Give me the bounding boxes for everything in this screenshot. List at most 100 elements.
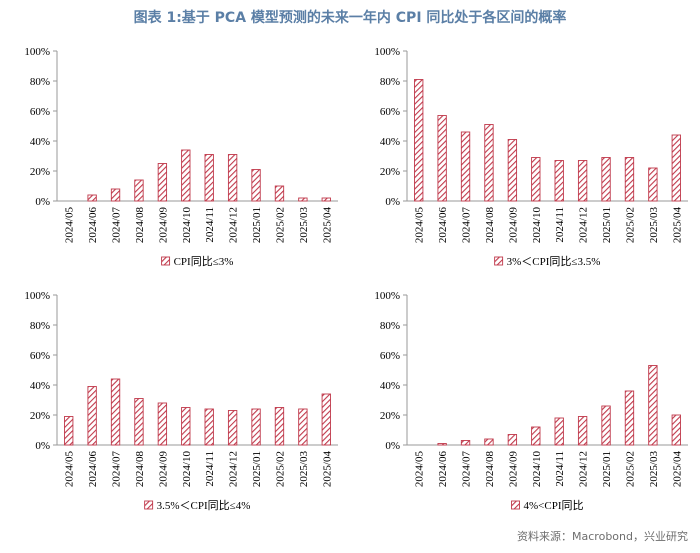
bar-2024-08 (484, 438, 494, 446)
x-tick-label: 2024/08 (484, 207, 496, 244)
x-tick-label: 2025/03 (298, 207, 310, 244)
legend-label: CPI同比≤3% (174, 255, 234, 268)
x-tick-label: 2025/01 (251, 207, 263, 243)
bar-2024-08 (484, 124, 494, 202)
bar-2025-01 (251, 408, 261, 446)
bar-2025-03 (648, 365, 658, 446)
source-note: 资料来源：Macrobond，兴业研究 (517, 530, 688, 543)
x-tick-label: 2025/01 (251, 451, 263, 487)
x-tick-label: 2024/11 (554, 207, 566, 243)
x-tick-label: 2024/08 (134, 451, 146, 488)
x-tick-label: 2024/12 (228, 451, 240, 487)
x-tick-label: 2024/09 (157, 451, 169, 488)
x-tick-label: 2025/03 (298, 451, 310, 488)
y-tick-label: 80% (30, 76, 50, 88)
bar-2024-07 (110, 378, 121, 446)
bar-2025-03 (648, 167, 658, 202)
bar-2024-06 (437, 115, 447, 202)
bar-2024-06 (87, 194, 97, 202)
x-tick-label: 2024/10 (531, 451, 543, 488)
y-tick-label: 60% (30, 106, 50, 118)
chart-panel-cpi-3.5-to-4: 0% 20% 40% 60% 80% 100% 2024/05 2024/06 2024/07 2… (24, 290, 338, 512)
bar-2025-03 (298, 408, 308, 446)
bar-2024-07 (110, 188, 121, 202)
x-tick-label: 2025/04 (321, 451, 333, 488)
x-tick-label: 2025/01 (601, 451, 613, 487)
chart-panel-cpi-gt-4: 0% 20% 40% 60% 80% 100% 2024/05 2024/06 2024/07 2… (374, 290, 688, 512)
x-tick-label: 2024/05 (414, 451, 426, 488)
x-tick-label: 2024/05 (64, 207, 76, 244)
legend: 3%＜CPI同比≤3.5% (494, 255, 600, 268)
bar-2024-09 (157, 163, 168, 202)
y-tick-label: 80% (380, 76, 400, 88)
x-tick-label: 2025/04 (671, 207, 683, 244)
x-tick-label: 2024/06 (87, 451, 99, 488)
y-tick-label: 40% (30, 380, 50, 392)
y-tick-label: 40% (380, 380, 400, 392)
x-tick-label: 2024/07 (461, 451, 473, 488)
chart-panel-cpi-3-to-3.5: 0% 20% 40% 60% 80% 100% 2024/05 2024/06 2024/07 2… (374, 46, 688, 268)
bar-2025-02 (624, 390, 635, 446)
x-tick-label: 2025/02 (624, 207, 636, 243)
x-tick-label: 2024/09 (507, 207, 519, 244)
y-tick-label: 20% (30, 166, 50, 178)
legend-label: 4%<CPI同比 (524, 499, 584, 512)
y-tick-label: 20% (380, 166, 400, 178)
legend-label: 3.5%＜CPI同比≤4% (157, 499, 251, 512)
bar-2024-11 (554, 160, 564, 202)
x-tick-label: 2024/12 (578, 207, 590, 243)
bar-2025-04 (321, 393, 331, 446)
legend: 4%<CPI同比 (511, 499, 584, 512)
bar-2024-05 (414, 79, 424, 202)
bar-2025-01 (601, 405, 611, 446)
bar-2024-07 (460, 440, 471, 446)
bar-2025-04 (321, 197, 331, 202)
bar-2024-10 (181, 149, 191, 202)
bar-2024-09 (507, 434, 518, 446)
bar-2024-08 (134, 398, 144, 446)
x-tick-label: 2024/05 (414, 207, 426, 244)
y-tick-label: 100% (374, 290, 400, 302)
x-tick-label: 2024/06 (87, 207, 99, 244)
x-tick-label: 2024/10 (531, 207, 543, 244)
bar-2024-11 (204, 154, 214, 202)
bar-2024-09 (157, 402, 168, 446)
x-tick-label: 2024/11 (554, 451, 566, 487)
bar-2024-12 (577, 160, 588, 202)
bar-2024-12 (227, 154, 238, 202)
bar-2024-12 (227, 410, 238, 446)
y-tick-label: 100% (24, 46, 50, 58)
figure-title: 图表 1:基于 PCA 模型预测的未来一年内 CPI 同比处于各区间的概率 (133, 10, 567, 26)
bar-2024-11 (554, 417, 564, 446)
bar-2025-04 (671, 134, 681, 202)
x-tick-label: 2024/10 (181, 451, 193, 488)
y-tick-label: 60% (30, 350, 50, 362)
bar-2025-02 (274, 407, 285, 446)
chart-panel-cpi-le-3: 0% 20% 40% 60% 80% 100% 2024/05 2024/06 2024/07 2… (24, 46, 338, 268)
y-tick-label: 0% (385, 196, 400, 208)
x-tick-label: 2024/12 (578, 451, 590, 487)
bar-2024-09 (507, 139, 518, 202)
x-tick-label: 2024/07 (111, 451, 123, 488)
bar-2024-11 (204, 408, 214, 446)
x-tick-label: 2024/05 (64, 451, 76, 488)
legend: CPI同比≤3% (161, 255, 234, 268)
y-tick-label: 20% (30, 410, 50, 422)
bar-2024-06 (87, 386, 97, 446)
y-tick-label: 40% (380, 136, 400, 148)
x-tick-label: 2025/01 (601, 207, 613, 243)
x-tick-label: 2025/03 (648, 451, 660, 488)
legend-swatch (144, 500, 154, 510)
x-tick-label: 2024/06 (437, 451, 449, 488)
bar-2025-02 (624, 157, 635, 202)
x-tick-label: 2025/02 (274, 207, 286, 243)
y-tick-label: 60% (380, 106, 400, 118)
y-tick-label: 0% (35, 440, 50, 452)
bar-2025-02 (274, 185, 285, 202)
bar-2024-12 (577, 416, 588, 446)
y-tick-label: 0% (385, 440, 400, 452)
x-tick-label: 2024/06 (437, 207, 449, 244)
bar-2024-05 (64, 416, 74, 446)
y-tick-label: 60% (380, 350, 400, 362)
y-tick-label: 80% (30, 320, 50, 332)
